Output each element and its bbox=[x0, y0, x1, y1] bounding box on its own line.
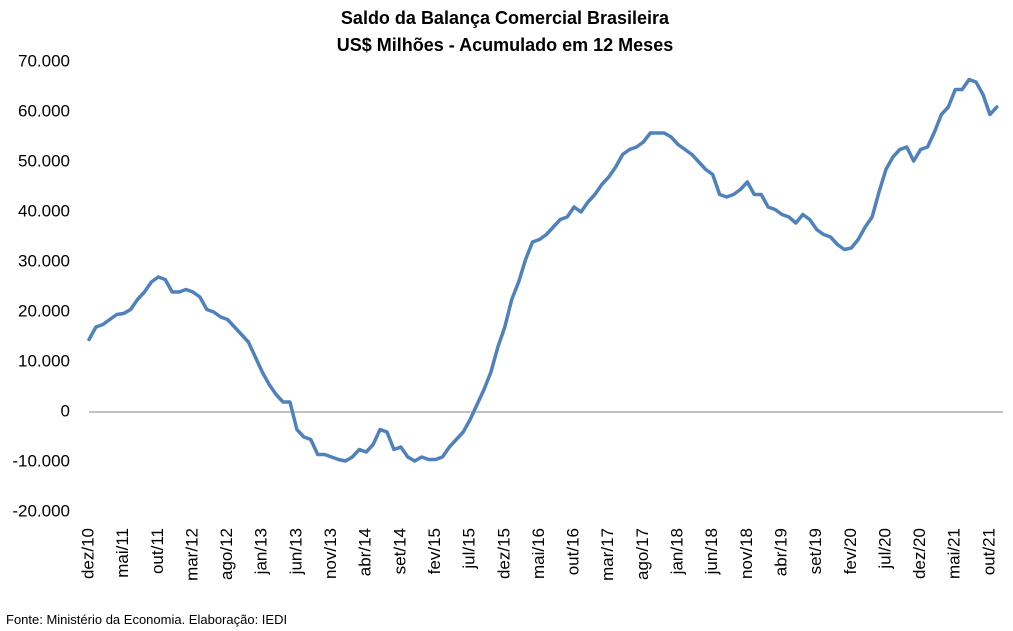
x-tick-label: set/19 bbox=[806, 528, 825, 574]
y-tick-label: 30.000 bbox=[18, 251, 70, 270]
x-tick-label: dez/20 bbox=[910, 528, 929, 579]
x-tick-label: out/16 bbox=[564, 528, 583, 575]
x-tick-label: ago/12 bbox=[217, 528, 236, 580]
y-tick-label: -10.000 bbox=[12, 451, 70, 470]
x-tick-label: abr/14 bbox=[356, 528, 375, 576]
x-tick-label: ago/17 bbox=[633, 528, 652, 580]
source-note: Fonte: Ministério da Economia. Elaboraçã… bbox=[6, 612, 287, 627]
y-tick-label: 40.000 bbox=[18, 201, 70, 220]
chart-subtitle: US$ Milhões - Acumulado em 12 Meses bbox=[337, 35, 673, 55]
y-tick-label: 50.000 bbox=[18, 151, 70, 170]
x-tick-label: fev/15 bbox=[425, 528, 444, 574]
x-tick-label: jan/13 bbox=[252, 528, 271, 575]
data-line bbox=[87, 77, 999, 463]
x-tick-label: dez/10 bbox=[78, 528, 97, 579]
x-tick-label: mar/12 bbox=[182, 528, 201, 581]
x-tick-label: fev/20 bbox=[841, 528, 860, 574]
x-tick-label: jun/18 bbox=[702, 528, 721, 575]
x-tick-label: abr/19 bbox=[771, 528, 790, 576]
y-tick-label: 70.000 bbox=[18, 51, 70, 70]
x-tick-label: out/21 bbox=[979, 528, 998, 575]
y-tick-label: 20.000 bbox=[18, 301, 70, 320]
x-tick-label: jun/13 bbox=[286, 528, 305, 575]
y-tick-label: 10.000 bbox=[18, 351, 70, 370]
x-tick-label: jul/20 bbox=[875, 528, 894, 570]
x-tick-label: mai/16 bbox=[529, 528, 548, 579]
x-tick-label: jul/15 bbox=[460, 528, 479, 570]
x-tick-label: nov/18 bbox=[737, 528, 756, 579]
x-tick-label: mai/21 bbox=[945, 528, 964, 579]
y-tick-label: 0 bbox=[61, 401, 70, 420]
x-tick-label: mar/17 bbox=[598, 528, 617, 581]
x-tick-label: jan/18 bbox=[668, 528, 687, 575]
x-tick-label: nov/13 bbox=[321, 528, 340, 579]
x-tick-label: dez/15 bbox=[494, 528, 513, 579]
y-tick-label: -20.000 bbox=[12, 501, 70, 520]
chart-title: Saldo da Balança Comercial Brasileira bbox=[341, 8, 670, 28]
x-tick-label: out/11 bbox=[148, 528, 167, 574]
x-tick-label: mai/11 bbox=[113, 528, 132, 578]
x-tick-label: set/14 bbox=[390, 528, 409, 574]
y-tick-label: 60.000 bbox=[18, 101, 70, 120]
